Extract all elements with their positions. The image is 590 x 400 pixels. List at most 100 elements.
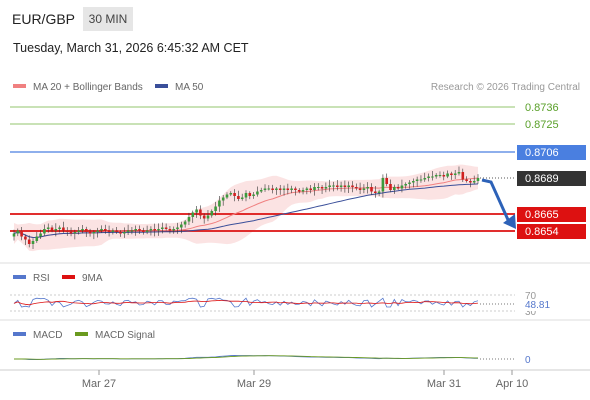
candle-body — [419, 179, 423, 181]
macd-legend-swatch — [13, 332, 26, 336]
candle-body — [252, 194, 255, 196]
candle-body — [180, 224, 183, 228]
candle-body — [313, 187, 316, 190]
rsi-ma-line — [13, 299, 479, 306]
candle-body — [206, 215, 210, 219]
rsi-value-tag — [520, 299, 556, 311]
symbol-label: EUR/GBP — [12, 11, 76, 27]
candle-body — [396, 187, 400, 189]
candle-body — [145, 230, 149, 232]
candle-body — [408, 182, 411, 184]
candle-body — [130, 230, 134, 232]
ma50-legend-swatch — [155, 84, 168, 88]
candle-body — [176, 227, 179, 229]
candle-body — [343, 185, 347, 187]
candle-body — [457, 172, 461, 174]
candle-body — [43, 229, 46, 234]
candle-body — [423, 178, 427, 180]
candle-body — [142, 230, 145, 232]
candle-body — [366, 187, 369, 189]
candle-body — [88, 232, 92, 234]
timeframe-button[interactable]: 30 MIN — [83, 7, 133, 31]
credit-label: Research © 2026 Trading Central — [431, 82, 580, 93]
candle-body — [27, 239, 31, 244]
candle-body — [294, 188, 297, 190]
bollinger-band — [14, 164, 478, 252]
candle-body — [73, 232, 77, 234]
candle-body — [237, 196, 240, 199]
candle-body — [336, 185, 339, 187]
candle-body — [434, 175, 438, 177]
candle-body — [400, 185, 404, 189]
candle-body — [275, 188, 278, 190]
x-axis-label-mar31: Mar 31 — [427, 378, 461, 390]
rsi-legend-label: RSI — [33, 273, 50, 284]
candle-body — [35, 236, 39, 241]
candle-body — [286, 188, 290, 190]
candle-body — [149, 229, 153, 231]
candle-body — [453, 173, 457, 175]
candles-group — [12, 166, 480, 250]
candle-body — [199, 209, 202, 216]
candle-body — [248, 193, 252, 196]
candle-body — [446, 173, 449, 177]
ma20-legend-swatch — [13, 84, 26, 88]
candle-body — [153, 229, 156, 231]
candle-body — [438, 175, 442, 176]
candle-body — [320, 187, 324, 189]
candle-body — [328, 185, 331, 187]
candle-body — [256, 191, 259, 195]
candle-body — [240, 197, 244, 199]
candle-body — [374, 191, 377, 193]
candle-body — [195, 209, 198, 213]
candle-body — [427, 176, 430, 178]
candle-body — [317, 187, 320, 188]
candle-body — [229, 193, 233, 195]
candle-body — [377, 191, 381, 193]
candle-body — [404, 184, 407, 186]
support-2-price-label: 0.8654 — [525, 226, 559, 238]
ma20-legend-label: MA 20 + Bollinger Bands — [33, 82, 143, 93]
rsi-ma-legend-swatch — [62, 275, 75, 279]
candle-body — [54, 229, 58, 231]
rsi-value-label: 48.81 — [525, 300, 550, 311]
candle-body — [119, 232, 122, 234]
candle-body — [263, 188, 267, 190]
candle-body — [469, 181, 472, 183]
candle-body — [168, 229, 172, 231]
candle-body — [126, 230, 130, 232]
candle-body — [138, 229, 141, 231]
candle-body — [225, 194, 229, 198]
candle-body — [389, 184, 392, 190]
candle-body — [259, 190, 263, 192]
forecast-arrowhead — [503, 214, 516, 229]
candle-body — [278, 188, 282, 190]
candle-body — [442, 175, 446, 177]
candle-body — [347, 185, 350, 187]
resistance-1-price-label: 0.8725 — [525, 119, 559, 131]
candle-body — [16, 230, 20, 234]
datetime-label: Tuesday, March 31, 2026 6:45:32 AM CET — [13, 41, 249, 55]
candle-body — [85, 229, 88, 232]
resistance-2-price-label: 0.8736 — [525, 102, 559, 114]
candle-body — [123, 232, 126, 234]
candle-body — [31, 241, 35, 244]
candle-body — [271, 188, 274, 190]
candle-body — [218, 200, 221, 207]
candle-body — [282, 188, 286, 190]
macd-signal-line — [14, 355, 479, 360]
ma50-legend-label: MA 50 — [175, 82, 204, 93]
candle-body — [290, 188, 293, 190]
candle-body — [431, 176, 434, 178]
candle-body — [12, 233, 16, 237]
rsi-70-label: 70 — [525, 291, 537, 302]
candle-body — [191, 212, 195, 217]
candle-body — [104, 229, 107, 231]
candle-body — [77, 230, 80, 232]
macd-signal-legend-label: MACD Signal — [95, 330, 155, 341]
rsi-legend-swatch — [13, 275, 26, 279]
candle-body — [233, 193, 236, 196]
candle-body — [161, 227, 164, 229]
support-2-price-tag — [517, 224, 586, 239]
